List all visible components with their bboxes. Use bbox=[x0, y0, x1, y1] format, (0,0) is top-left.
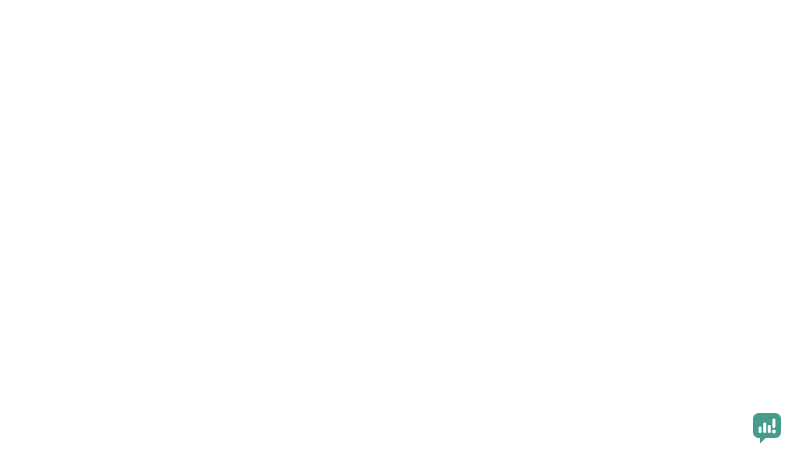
newsworthy-bubble-chart-icon bbox=[753, 413, 781, 444]
line-chart bbox=[0, 200, 800, 400]
chart-canvas bbox=[0, 200, 800, 400]
newsworthy-logo bbox=[752, 412, 789, 444]
